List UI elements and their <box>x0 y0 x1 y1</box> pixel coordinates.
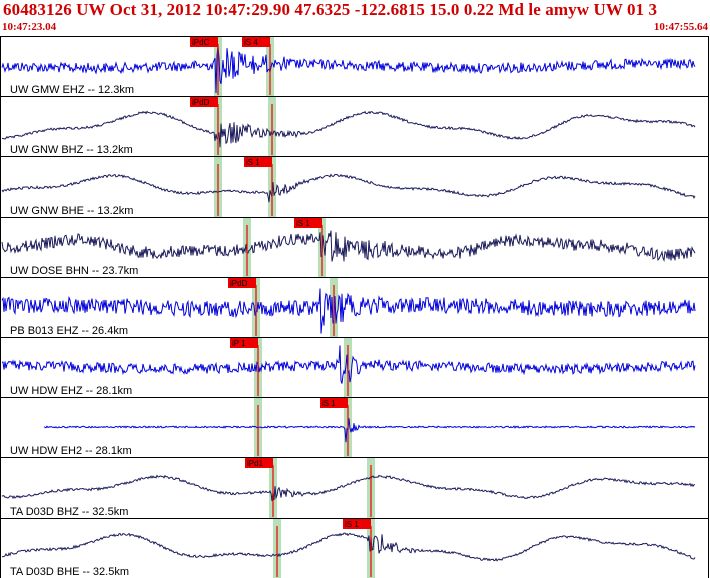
pick-label: iS 1 <box>345 520 359 529</box>
waveform <box>1 45 696 94</box>
pick-label: iS 1 <box>322 399 336 408</box>
trace-panel[interactable]: iS 1 TA D03D BHE -- 32.5km <box>0 518 709 578</box>
station-label: UW DOSE BHN -- 23.7km <box>10 265 138 277</box>
pick-flag[interactable] <box>190 37 218 47</box>
pick-flag[interactable] <box>242 37 270 47</box>
pick-flag[interactable] <box>244 157 272 167</box>
seismogram-panels[interactable]: iPdC iS 4 UW GMW EHZ -- 12.3km iPdD UW GNW B… <box>0 36 710 578</box>
waveform <box>1 173 696 203</box>
waveform <box>1 230 696 262</box>
pick-flag[interactable] <box>230 338 258 348</box>
pick-label: iS 4 <box>244 38 258 47</box>
trace-panel[interactable]: iPdC iS 4 UW GMW EHZ -- 12.3km <box>0 36 709 97</box>
trace-panel[interactable]: iPdD PB B013 EHZ -- 26.4km <box>0 277 709 338</box>
event-header: 60483126 UW Oct 31, 2012 10:47:29.90 47.… <box>0 0 710 36</box>
trace-panel[interactable]: iS 1 UW GNW BHE -- 13.2km <box>0 156 709 218</box>
pick-label: iPdC <box>192 38 210 47</box>
pick-label: iS 1 <box>246 158 260 167</box>
station-label: TA D03D BHE -- 32.5km <box>10 566 129 578</box>
station-label: UW HDW EHZ -- 28.1km <box>10 385 132 397</box>
trace-panel[interactable]: iS 1 UW HDW EH2 -- 28.1km <box>0 397 709 458</box>
pick-label: iPdD <box>192 98 210 107</box>
station-label: UW GNW BHZ -- 13.2km <box>10 144 133 156</box>
event-title: 60483126 UW Oct 31, 2012 10:47:29.90 47.… <box>3 0 658 19</box>
pick-flag[interactable] <box>228 278 256 288</box>
end-time: 10:47:55.64 <box>653 21 708 33</box>
trace-panel[interactable]: iPdD UW GNW BHZ -- 13.2km <box>0 96 709 157</box>
trace-panel[interactable]: iP 1 UW HDW EHZ -- 28.1km <box>0 337 709 398</box>
pick-label: iPdD <box>230 279 248 288</box>
station-label: UW GNW BHE -- 13.2km <box>10 205 133 217</box>
waveform <box>1 474 696 502</box>
pick-label: iS 1 <box>296 219 310 228</box>
station-label: UW HDW EH2 -- 28.1km <box>10 445 132 457</box>
trace-panel[interactable]: iS 1 UW DOSE BHN -- 23.7km <box>0 217 709 278</box>
start-time: 10:47:23.04 <box>2 21 57 33</box>
station-label: TA D03D BHZ -- 32.5km <box>10 506 128 518</box>
pick-label: iP 1 <box>232 339 246 348</box>
panel-border <box>0 518 709 578</box>
pick-flag[interactable] <box>245 458 273 468</box>
station-label: PB B013 EHZ -- 26.4km <box>10 325 128 337</box>
waveform <box>1 288 696 334</box>
waveform <box>1 532 696 562</box>
waveform <box>43 418 696 443</box>
pick-flag[interactable] <box>320 398 348 408</box>
trace-panel[interactable]: iPd1 TA D03D BHZ -- 32.5km <box>0 457 709 519</box>
pick-flag[interactable] <box>294 218 322 228</box>
pick-flag[interactable] <box>343 519 371 529</box>
pick-label: iPd1 <box>247 459 264 468</box>
waveform <box>2 110 696 148</box>
station-label: UW GMW EHZ -- 12.3km <box>10 84 134 96</box>
pick-flag[interactable] <box>190 97 218 107</box>
